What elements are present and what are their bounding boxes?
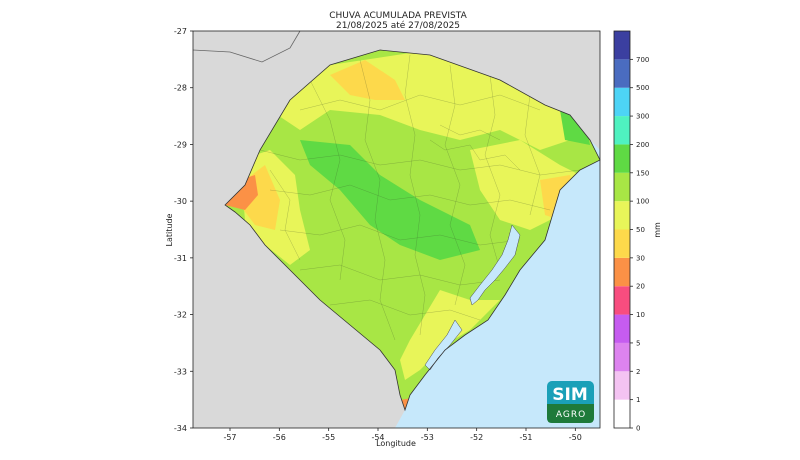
colorbar-swatch — [614, 342, 630, 372]
colorbar-label: 1 — [636, 396, 640, 404]
map-title: CHUVA ACUMULADA PREVISTA — [329, 11, 467, 21]
plot-frame — [192, 30, 601, 429]
lagoon — [424, 319, 463, 371]
colorbar-label: 10 — [636, 311, 645, 319]
y-axis-label: Latitude — [165, 213, 174, 246]
y-tick-label: -30 — [174, 197, 187, 206]
y-tick-label: -33 — [174, 367, 187, 376]
colorbar-swatch — [614, 286, 630, 315]
map-subtitle: 21/08/2025 até 27/08/2025 — [335, 21, 461, 31]
colorbar-swatch — [614, 201, 630, 230]
x-tick-label: -51 — [519, 433, 532, 442]
colorbar-label: 700 — [636, 56, 649, 64]
x-tick-label: -53 — [421, 433, 434, 442]
x-axis-label: Longitude — [376, 439, 416, 448]
y-tick-label: -34 — [174, 424, 187, 433]
colorbar-label: 30 — [636, 254, 645, 262]
colorbar-label: 5 — [636, 339, 640, 347]
x-tick-label: -56 — [273, 433, 286, 442]
logo-agro-text: AGRO — [556, 410, 586, 420]
y-tick-label: -29 — [174, 140, 187, 149]
colorbar-swatch — [614, 399, 630, 428]
colorbar-label: 150 — [636, 169, 649, 177]
x-tick-label: -57 — [223, 433, 236, 442]
x-tick-label: -55 — [322, 433, 335, 442]
y-tick-label: -31 — [174, 254, 187, 263]
x-axis: -57 -56 -55 -54 -53 -52 -51 -50 — [223, 428, 582, 442]
colorbar-swatch — [614, 31, 630, 60]
colorbar-swatch — [614, 59, 630, 88]
colorbar-swatch — [614, 314, 630, 343]
colorbar-label: 300 — [636, 113, 649, 121]
colorbar-label: 200 — [636, 141, 649, 149]
y-axis: -27 -28 -29 -30 -31 -32 -33 -34 — [174, 27, 193, 433]
lagoon — [469, 224, 521, 306]
municipal-boundaries — [259, 54, 581, 341]
colorbar-swatch — [614, 229, 630, 258]
colorbar-unit: mm — [653, 222, 662, 238]
colorbar-label: 500 — [636, 84, 649, 92]
border-line — [192, 30, 301, 63]
x-tick-label: -50 — [569, 433, 582, 442]
colorbar-swatch — [614, 257, 630, 287]
x-tick-label: -52 — [470, 433, 483, 442]
y-tick-label: -27 — [174, 27, 187, 36]
map-plot-area — [192, 30, 601, 429]
colorbar-label: 2 — [636, 368, 640, 376]
y-tick-label: -28 — [174, 84, 187, 93]
y-tick-label: -32 — [174, 311, 187, 320]
state-outline — [224, 49, 601, 412]
logo-sim-text: SIM — [552, 385, 588, 405]
colorbar-swatch — [614, 87, 630, 117]
x-tick-label: -54 — [371, 433, 384, 442]
colorbar-swatch — [614, 144, 630, 173]
colorbar-label: 0 — [636, 425, 640, 433]
colorbar: 0 1 2 5 10 20 30 50 100 150 200 300 500 700 — [613, 30, 649, 433]
colorbar-label: 100 — [636, 198, 649, 206]
colorbar-swatch — [614, 116, 630, 145]
colorbar-label: 50 — [636, 226, 645, 234]
neighbor-land — [193, 31, 600, 428]
colorbar-label: 20 — [636, 283, 645, 291]
colorbar-swatch — [614, 172, 630, 202]
simagro-logo: SIM AGRO — [547, 381, 594, 423]
colorbar-swatch — [614, 371, 630, 400]
